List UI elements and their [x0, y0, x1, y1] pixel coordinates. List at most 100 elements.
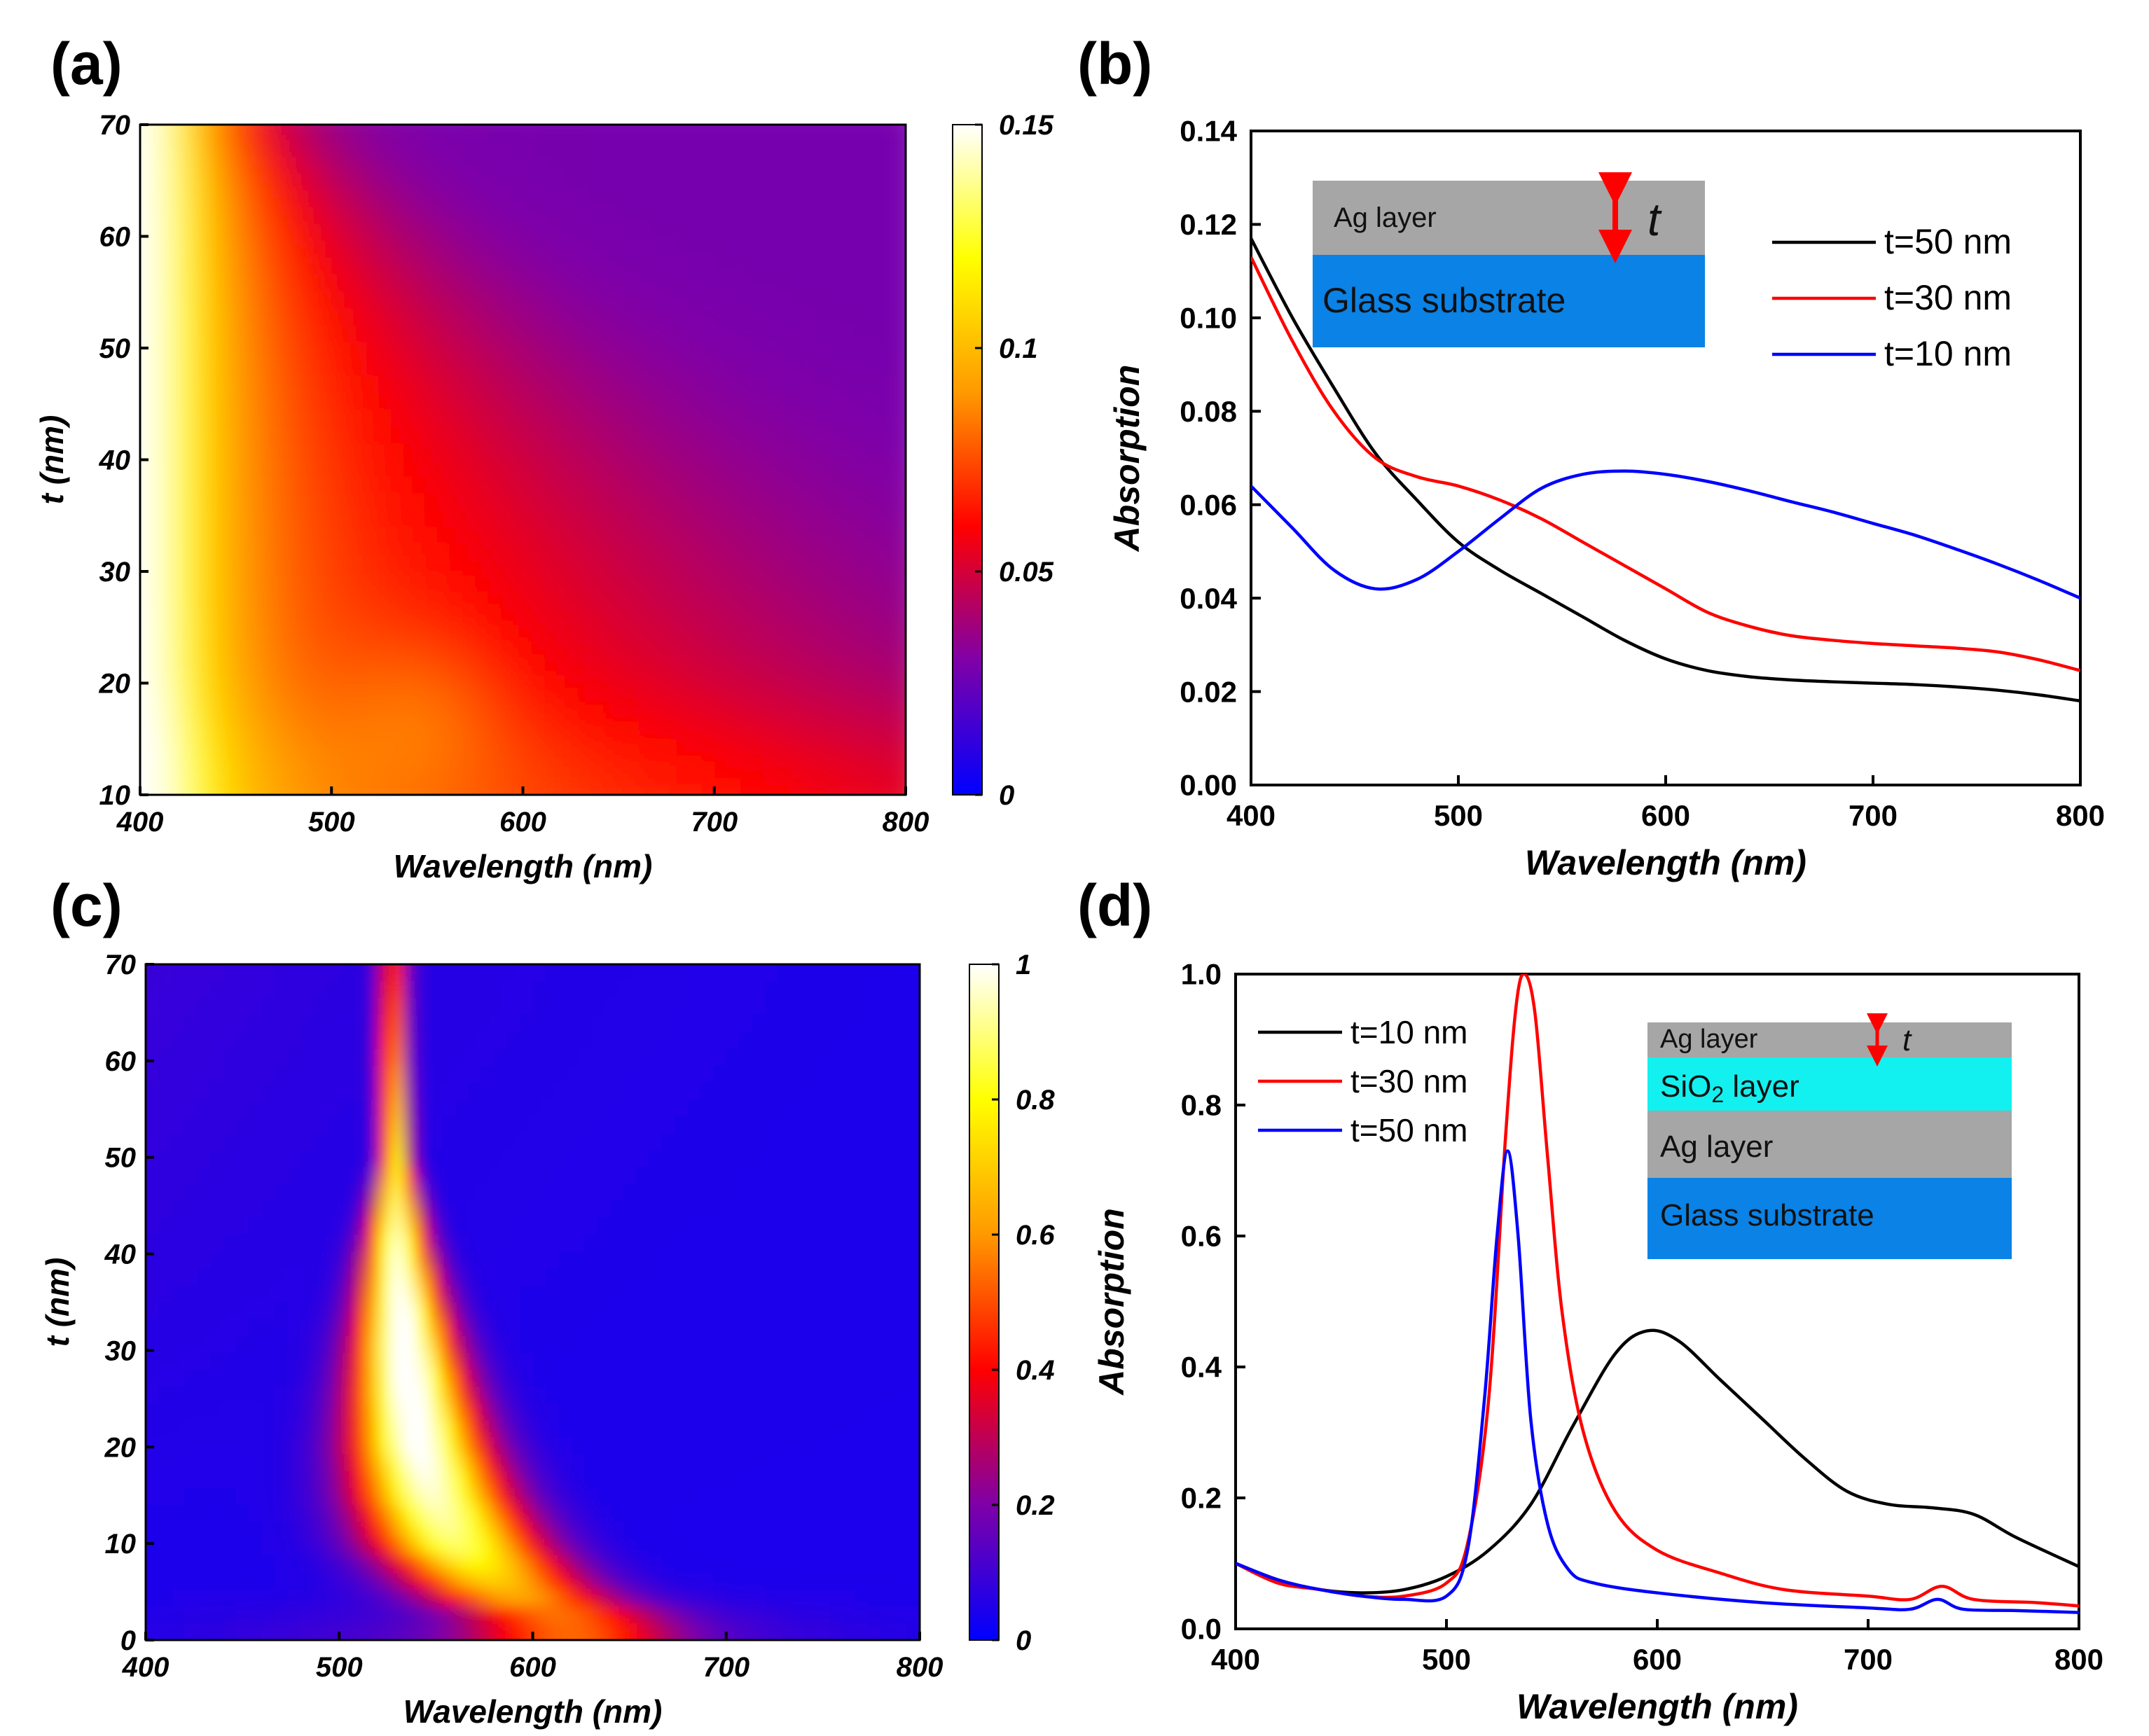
panel-a-heatmap-cell — [165, 493, 179, 511]
panel-a-heatmap-cell — [305, 375, 320, 394]
panel-a-heatmap-cell — [178, 426, 192, 444]
panel-a-heatmap-cell — [165, 258, 179, 277]
panel-a-heatmap-cell — [548, 375, 562, 394]
panel-c-heatmap-cell — [429, 964, 443, 982]
panel-a-heatmap-cell — [880, 225, 894, 243]
panel-a-heatmap-cell — [587, 91, 600, 109]
panel-c-heatmap-cell — [855, 1437, 869, 1455]
panel-a-heatmap-cell — [829, 108, 843, 125]
panel-c-heatmap-cell — [713, 1335, 727, 1354]
panel-a-heatmap-cell — [229, 242, 243, 260]
panel-a-heatmap-cell — [561, 795, 574, 812]
panel-a-heatmap-cell — [395, 342, 409, 360]
panel-c-heatmap-cell — [880, 981, 895, 999]
panel-a-heatmap-cell — [523, 292, 537, 310]
panel-a-heatmap-cell — [268, 191, 282, 209]
panel-a-heatmap-cell — [765, 309, 779, 327]
panel-c-heatmap-cell — [920, 1303, 933, 1320]
panel-a-heatmap-cell — [153, 392, 167, 410]
panel-a-heatmap-cell — [791, 543, 805, 562]
panel-c-heatmap-cell — [571, 981, 586, 999]
panel-c-heatmap-cell — [816, 1251, 831, 1270]
panel-c-heatmap-cell — [726, 1183, 740, 1202]
panel-a-heatmap-cell — [191, 342, 205, 360]
panel-c-heatmap-cell — [880, 1302, 895, 1320]
panel-a-heatmap-cell — [280, 392, 294, 410]
panel-a-heatmap-cell — [689, 225, 703, 243]
panel-c-heatmap-cell — [713, 998, 727, 1016]
panel-a-heatmap-cell — [510, 493, 524, 511]
panel-a-heatmap-cell — [446, 326, 460, 344]
panel-c-heatmap-cell — [880, 1082, 895, 1100]
panel-c-heatmap-cell — [765, 1032, 779, 1050]
panel-a-heatmap-cell — [612, 426, 626, 444]
panel-c-heatmap-cell — [894, 1183, 908, 1202]
panel-c-heatmap-cell — [790, 1437, 805, 1455]
panel-a-heatmap-cell — [892, 761, 906, 779]
panel-a-heatmap-cell — [701, 342, 715, 360]
panel-c-heatmap-cell — [597, 1471, 611, 1489]
panel-a-heatmap-cell — [280, 258, 294, 277]
panel-c-heatmap-cell — [378, 1319, 392, 1337]
panel-c-heatmap-cell — [197, 981, 212, 999]
panel-c-heatmap-cell — [713, 1200, 727, 1218]
panel-c-heatmap-cell — [687, 1116, 701, 1134]
panel-a-heatmap-cell — [408, 761, 422, 779]
panel-a-heatmap-cell — [650, 242, 664, 260]
panel-a-heatmap-cell — [484, 778, 499, 795]
panel-c-heatmap-cell — [726, 1015, 740, 1033]
panel-c-heatmap-cell — [752, 1352, 766, 1370]
panel-a-heatmap-cell — [254, 141, 269, 159]
panel-c-heatmap-cell — [816, 1082, 831, 1100]
panel-a-heatmap-cell — [433, 761, 448, 779]
panel-c-heatmap-cell — [416, 1387, 431, 1405]
panel-a-heatmap-cell — [726, 426, 741, 444]
panel-c-heatmap-cell — [261, 1302, 276, 1320]
panel-c-heatmap-cell — [842, 1133, 856, 1151]
panel-a-heatmap-cell — [319, 443, 333, 461]
panel-a-heatmap-cell — [841, 711, 856, 729]
panel-a-heatmap-cell — [587, 795, 600, 812]
panel-a-heatmap-cell — [280, 761, 294, 779]
panel-c-heatmap-cell — [326, 981, 340, 999]
panel-a-heatmap-cell — [140, 426, 154, 444]
panel-a-heatmap-cell — [791, 375, 805, 394]
panel-a-heatmap-cell — [242, 610, 256, 628]
panel-c-heatmap-cell — [868, 1420, 882, 1438]
panel-c-heatmap-cell — [623, 1200, 637, 1218]
panel-a-heatmap-cell — [242, 778, 256, 795]
panel-a-heatmap-cell — [880, 627, 894, 645]
panel-a-heatmap-cell — [765, 141, 779, 159]
panel-a-heatmap-cell — [855, 275, 869, 293]
panel-c-heatmap-cell — [261, 1387, 276, 1405]
panel-a-heatmap-cell — [765, 158, 779, 176]
panel-a-heatmap-cell — [880, 409, 894, 427]
panel-a-heatmap-cell — [918, 543, 932, 561]
panel-a-heatmap-cell — [140, 375, 141, 394]
panel-c-heatmap-cell — [920, 964, 933, 982]
panel-a-heatmap-cell — [268, 125, 282, 142]
panel-a-heatmap-cell — [816, 108, 829, 125]
panel-a-heatmap-cell — [178, 342, 192, 360]
panel-c-heatmap-cell — [184, 1183, 198, 1202]
panel-a-heatmap-cell — [906, 594, 919, 611]
panel-c-heatmap-cell — [778, 1133, 792, 1151]
panel-c-heatmap-cell — [649, 1217, 663, 1235]
panel-c-heatmap-cell — [649, 1048, 663, 1067]
panel-c-heatmap-cell — [158, 1032, 172, 1050]
panel-c-heatmap-cell — [235, 1116, 250, 1134]
panel-c-heatmap-cell — [468, 1235, 482, 1253]
panel-a-heatmap-cell — [268, 242, 282, 260]
panel-c-heatmap-cell — [481, 1235, 495, 1253]
panel-a-heatmap-cell — [484, 644, 499, 662]
panel-a-heatmap-cell — [523, 125, 537, 142]
panel-c-heatmap-cell — [765, 1116, 779, 1134]
panel-a-heatmap-cell — [561, 91, 574, 109]
panel-a-heatmap-cell — [420, 610, 434, 628]
panel-a-heatmap-cell — [880, 292, 894, 310]
panel-c-heatmap-cell — [481, 1082, 495, 1100]
panel-a-heatmap-cell — [382, 191, 396, 209]
panel-a-heatmap-cell — [293, 560, 307, 578]
panel-c-heatmap-cell — [416, 1082, 431, 1100]
panel-c-heatmap-cell — [158, 1454, 172, 1472]
